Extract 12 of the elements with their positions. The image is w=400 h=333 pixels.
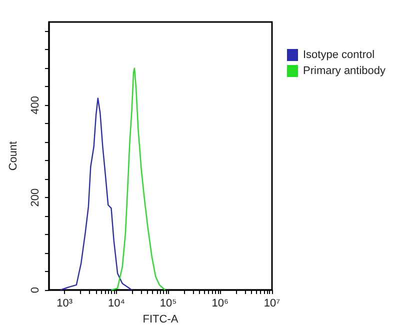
x-tick-label: 10⁶	[212, 298, 229, 310]
y-tick-label: 400	[30, 96, 42, 114]
x-tick-label: 10⁷	[264, 298, 280, 310]
y-axis-title: Count	[8, 141, 20, 171]
legend-label: Primary antibody	[303, 65, 386, 77]
x-axis-title: FITC-A	[142, 314, 179, 326]
y-tick-label: 0	[30, 286, 42, 294]
legend-label: Isotype control	[303, 49, 375, 61]
y-tick-label: 200	[30, 188, 42, 207]
x-tick-label: 10⁵	[160, 298, 177, 310]
x-tick-label: 10⁴	[108, 298, 126, 310]
x-tick-label: 10³	[56, 298, 73, 310]
